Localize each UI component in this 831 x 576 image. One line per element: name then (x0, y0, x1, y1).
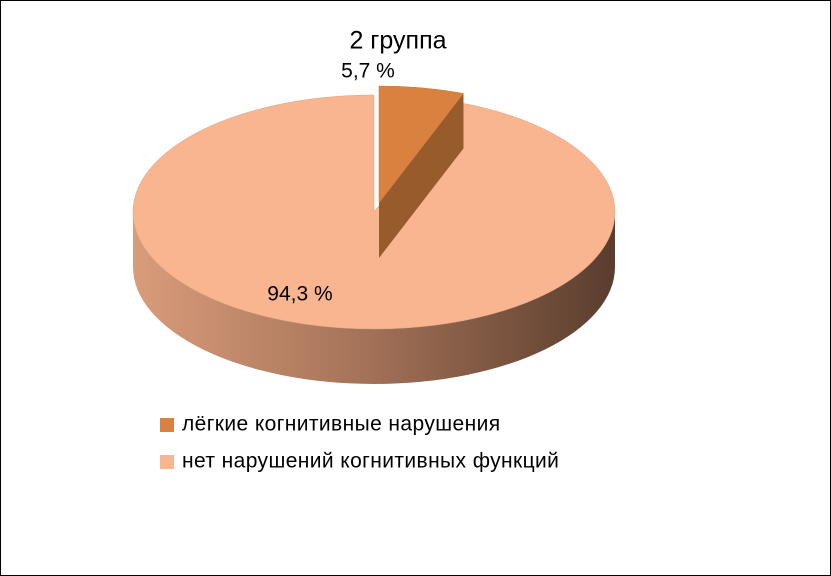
legend: лёгкие когнитивные нарушения нет нарушени… (160, 413, 559, 473)
slice-cut-face (379, 93, 464, 258)
data-label: 5,7 % (341, 60, 395, 83)
legend-swatch (160, 418, 174, 432)
pie (132, 85, 616, 384)
slice (132, 94, 616, 330)
slice-side (133, 212, 615, 384)
legend-swatch (160, 455, 174, 469)
data-label: 94,3 % (267, 283, 332, 306)
chart-title: 2 группа (349, 27, 446, 55)
legend-label: нет нарушений когнитивных функций (182, 450, 559, 473)
legend-label: лёгкие когнитивные нарушения (182, 413, 500, 436)
slice (378, 85, 464, 204)
